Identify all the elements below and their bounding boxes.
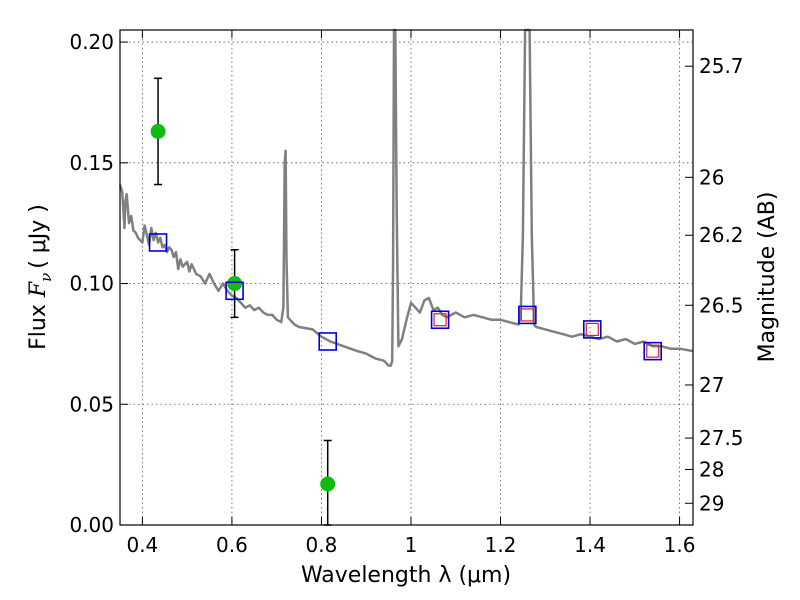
- x-axis-label: Wavelength λ (μm): [301, 563, 511, 588]
- mag-tick-label: 27: [699, 373, 724, 397]
- x-tick-label: 1.2: [485, 533, 517, 557]
- y-tick-label: 0.05: [69, 392, 114, 416]
- y-tick-label: 0.00: [69, 513, 114, 537]
- mag-tick-label: 25.7: [699, 54, 744, 78]
- mag-tick-label: 26.5: [699, 293, 744, 317]
- plot-background: [120, 30, 693, 525]
- y-tick-label: 0.20: [69, 30, 114, 54]
- x-tick-label: 0.8: [306, 533, 338, 557]
- model-phot-square: [225, 281, 244, 301]
- x-axis-ticks: 0.4 0.6 0.8 1 1.2 1.4 1.6: [126, 30, 695, 557]
- model-phot-square: [318, 332, 338, 351]
- model-phot-square: [148, 233, 168, 252]
- model-phot-inner-square: [433, 313, 447, 327]
- model-phot-inner-square: [585, 322, 599, 337]
- mag-tick-label: 26.2: [699, 223, 744, 247]
- model-phot-inner-square: [520, 308, 534, 322]
- observed-point: [150, 123, 166, 139]
- model-phot-square: [518, 305, 537, 325]
- mag-tick-label: 26: [699, 165, 724, 189]
- plot-frame: [119, 29, 694, 526]
- model-phot-square: [643, 341, 663, 361]
- model-phot-square: [582, 320, 602, 339]
- model-phot-square: [430, 310, 450, 330]
- x-tick-label: 1.4: [574, 533, 606, 557]
- observed-point: [227, 276, 243, 292]
- x-tick-label: 1.6: [664, 533, 696, 557]
- x-tick-label: 0.4: [126, 533, 158, 557]
- y-tick-label: 0.10: [69, 272, 114, 296]
- y-axis-ticks: 0.00 0.05 0.10 0.15 0.20: [69, 30, 128, 537]
- model-phot-inner-square: [646, 344, 660, 358]
- y-axis-label: Flux Fν( μJy ): [26, 204, 55, 350]
- observed-points: [150, 123, 336, 492]
- x-tick-label: 0.6: [216, 533, 248, 557]
- y-tick-label: 0.15: [69, 151, 114, 175]
- y2-axis-label: Magnitude (AB): [755, 192, 780, 363]
- x-tick-label: 1: [405, 533, 418, 557]
- magnitude-axis-ticks: 25.7 26 26.2 26.5 27 27.5 28 29: [685, 54, 744, 515]
- mag-tick-label: 29: [699, 491, 724, 515]
- mag-tick-label: 28: [699, 457, 724, 481]
- mag-tick-label: 27.5: [699, 426, 744, 450]
- model-photometry: [148, 233, 663, 361]
- observed-point: [320, 476, 336, 492]
